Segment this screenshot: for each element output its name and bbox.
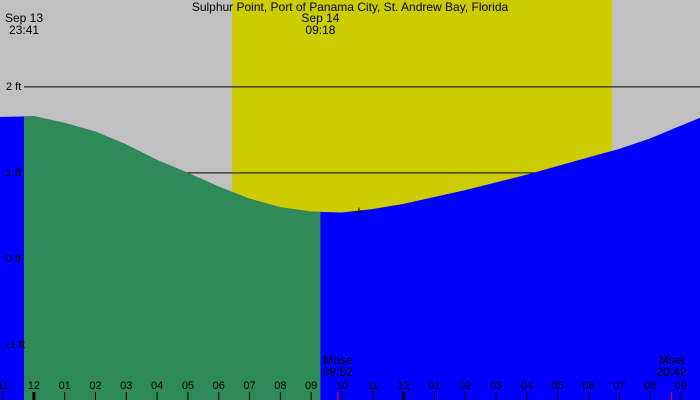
x-tick-label: 01 xyxy=(59,380,71,392)
x-tick-label: 02 xyxy=(459,380,471,392)
x-tick-label: 04 xyxy=(151,380,163,392)
chart-title: Sulphur Point, Port of Panama City, St. … xyxy=(192,0,509,14)
moon-time: 09:52 xyxy=(323,365,353,379)
event-date: Sep 14 xyxy=(301,11,339,25)
event-time: 23:41 xyxy=(9,23,39,37)
x-tick-label: 01 xyxy=(428,380,440,392)
past-tide-area xyxy=(24,116,321,400)
x-tick-label: 12 xyxy=(397,380,409,392)
x-tick-label: 05 xyxy=(552,380,564,392)
tide-marker xyxy=(354,207,363,216)
x-tick-label: 03 xyxy=(490,380,502,392)
x-tick-label: 08 xyxy=(274,380,286,392)
x-tick-label: 11 xyxy=(367,380,378,392)
y-tick-label: 0 ft xyxy=(6,253,21,265)
y-tick-label: -1 ft xyxy=(6,339,25,351)
x-tick-label: 08 xyxy=(644,380,656,392)
x-tick-label: 09 xyxy=(305,380,317,392)
x-tick-label: 03 xyxy=(120,380,132,392)
x-tick-label: 12 xyxy=(28,380,40,392)
moon-label: Mrise xyxy=(323,353,353,367)
x-tick-label: 04 xyxy=(521,380,533,392)
x-tick-label: 05 xyxy=(182,380,194,392)
x-tick-label: 09 xyxy=(675,380,687,392)
x-tick-label: 11 xyxy=(0,380,9,392)
event-time: 09:18 xyxy=(305,23,335,37)
event-date: Sep 13 xyxy=(5,11,43,25)
moon-time: 20:42 xyxy=(657,365,687,379)
x-tick-label: 07 xyxy=(243,380,255,392)
x-tick-label: 07 xyxy=(613,380,625,392)
x-tick-label: 02 xyxy=(89,380,101,392)
y-tick-label: 1 ft xyxy=(6,167,21,179)
x-tick-label: 10 xyxy=(336,380,348,392)
x-tick-label: 06 xyxy=(582,380,594,392)
x-tick-label: 06 xyxy=(213,380,225,392)
y-tick-label: 2 ft xyxy=(6,81,21,93)
moon-label: Mset xyxy=(659,353,686,367)
